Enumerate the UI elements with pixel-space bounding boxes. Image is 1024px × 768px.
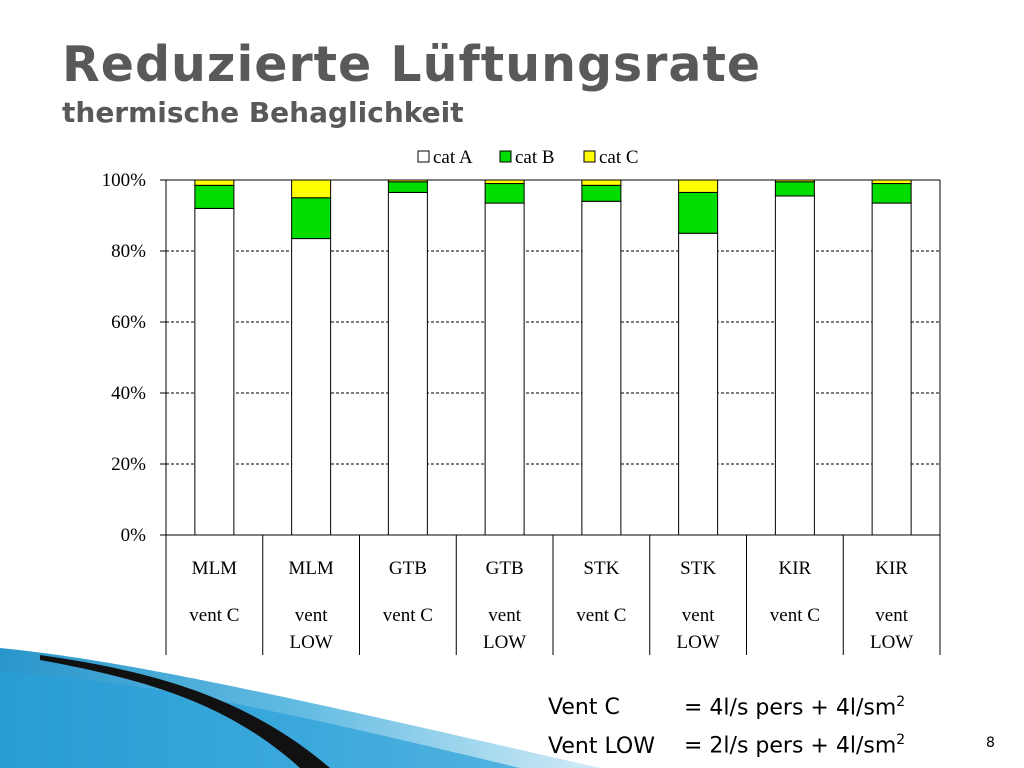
bar-2-cat-b [291, 197, 332, 240]
bar-1-cat-b [194, 184, 235, 209]
bar-2-cat-a [291, 238, 332, 536]
x-category-label: KIR [779, 558, 812, 579]
bar-7-cat-a [774, 195, 815, 536]
bar-6-cat-b [678, 191, 719, 234]
note-row-vent-c: Vent C = 4l/s pers + 4l/sm2 [548, 686, 905, 724]
bar-8-cat-c [871, 179, 912, 185]
bars [194, 179, 912, 536]
x-category-label: LOW [483, 632, 526, 653]
x-category-label: LOW [676, 632, 719, 653]
gridlines [166, 179, 940, 465]
x-category-label: GTB [389, 558, 427, 579]
note-formula: = 2l/s pers + 4l/sm [684, 733, 897, 759]
x-category-labels: MLM vent C MLM vent LOW GTB vent C GTB vent LOW ST… [189, 558, 913, 653]
x-category-label: vent [295, 605, 328, 626]
bar-4-cat-c [484, 179, 525, 185]
bar-8-cat-b [871, 183, 912, 204]
legend-swatch-cat-c [583, 150, 596, 163]
note-label: Vent C [548, 695, 620, 721]
note-superscript: 2 [896, 694, 906, 710]
y-tick-label: 40% [111, 383, 146, 404]
y-tick-label: 100% [102, 170, 147, 191]
x-category-label: GTB [486, 558, 524, 579]
bar-5-cat-b [581, 184, 622, 202]
bar-7-cat-b [774, 181, 815, 197]
bar-1-cat-a [194, 207, 235, 536]
bar-3-cat-c [387, 179, 428, 183]
ventilation-notes: Vent C = 4l/s pers + 4l/sm2 Vent LOW = 2l/… [548, 686, 905, 763]
legend-swatch-cat-a [417, 150, 430, 163]
bar-3-cat-a [387, 191, 428, 536]
legend-label: cat B [515, 147, 555, 168]
y-tick-label: 0% [121, 525, 147, 546]
slide-title: Reduzierte Lüftungsrate [62, 36, 762, 93]
x-category-label: LOW [870, 632, 913, 653]
y-tick-label: 20% [111, 454, 146, 475]
x-category-label: vent [682, 605, 715, 626]
slide-subtitle: thermische Behaglichkeit [62, 96, 464, 129]
bar-5-cat-a [581, 200, 622, 536]
x-category-label: vent [875, 605, 908, 626]
bar-6-cat-a [678, 232, 719, 536]
x-category-label: STK [583, 558, 619, 579]
x-category-label: vent [488, 605, 521, 626]
slide-title-block: Reduzierte Lüftungsrate thermische Behag… [62, 40, 761, 127]
x-category-label: KIR [875, 558, 908, 579]
x-category-label: vent C [189, 605, 239, 626]
bar-7-cat-c [774, 179, 815, 183]
x-category-label: vent C [770, 605, 820, 626]
bar-2-cat-c [291, 179, 332, 199]
y-tick-label: 80% [111, 241, 146, 262]
x-category-label: vent C [383, 605, 433, 626]
legend-swatch-cat-b [499, 150, 512, 163]
bar-5-cat-c [581, 179, 622, 186]
x-category-label: MLM [288, 558, 334, 579]
x-category-label: STK [680, 558, 716, 579]
bar-4-cat-a [484, 202, 525, 536]
bar-3-cat-b [387, 181, 428, 193]
y-tick-labels: 0% 20% 40% 60% 80% 100% [102, 170, 147, 546]
note-label: Vent LOW [548, 733, 655, 759]
y-tick-label: 60% [111, 312, 146, 333]
x-category-label: MLM [192, 558, 238, 579]
note-row-vent-low: Vent LOW = 2l/s pers + 4l/sm2 [548, 724, 905, 762]
note-formula: = 4l/s pers + 4l/sm [684, 695, 897, 721]
x-category-label: vent C [576, 605, 626, 626]
bar-4-cat-b [484, 183, 525, 204]
legend-label: cat C [599, 147, 639, 168]
legend: cat A cat B cat C [417, 147, 639, 168]
bar-6-cat-c [678, 179, 719, 193]
axes [160, 179, 941, 655]
page-number: 8 [986, 735, 995, 751]
x-category-label: LOW [289, 632, 332, 653]
bar-1-cat-c [194, 179, 235, 186]
bar-8-cat-a [871, 202, 912, 536]
note-superscript: 2 [896, 732, 906, 749]
legend-label: cat A [433, 147, 473, 168]
